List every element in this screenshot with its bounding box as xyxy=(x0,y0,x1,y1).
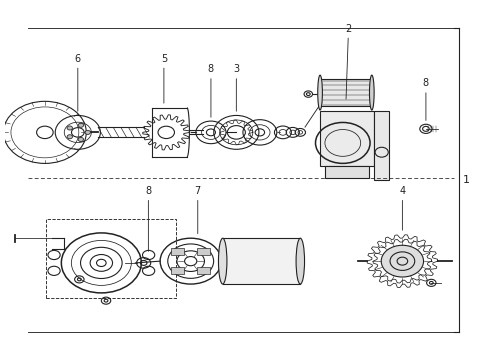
Text: 4: 4 xyxy=(399,186,405,196)
Circle shape xyxy=(67,126,73,130)
Circle shape xyxy=(78,138,84,141)
Ellipse shape xyxy=(296,238,305,284)
Bar xyxy=(197,267,210,274)
Text: 8: 8 xyxy=(146,186,151,196)
Bar xyxy=(374,111,389,180)
Bar xyxy=(222,238,300,284)
Ellipse shape xyxy=(219,238,227,284)
Text: 1: 1 xyxy=(463,175,470,185)
Circle shape xyxy=(78,123,84,127)
Bar xyxy=(171,248,184,255)
Bar xyxy=(171,267,184,274)
Text: 3: 3 xyxy=(233,64,240,74)
Text: 2: 2 xyxy=(345,24,351,33)
Bar xyxy=(325,166,369,178)
Ellipse shape xyxy=(369,75,374,110)
Circle shape xyxy=(67,135,73,139)
Text: 8: 8 xyxy=(423,78,429,88)
Text: 5: 5 xyxy=(161,54,167,64)
Text: 8: 8 xyxy=(208,64,214,74)
Text: 6: 6 xyxy=(75,54,81,64)
Text: 7: 7 xyxy=(195,186,201,196)
Bar xyxy=(320,111,374,166)
Circle shape xyxy=(381,245,423,277)
Circle shape xyxy=(85,130,91,134)
Bar xyxy=(46,219,175,298)
Bar xyxy=(197,248,210,255)
Bar xyxy=(320,79,372,106)
Ellipse shape xyxy=(318,75,322,110)
